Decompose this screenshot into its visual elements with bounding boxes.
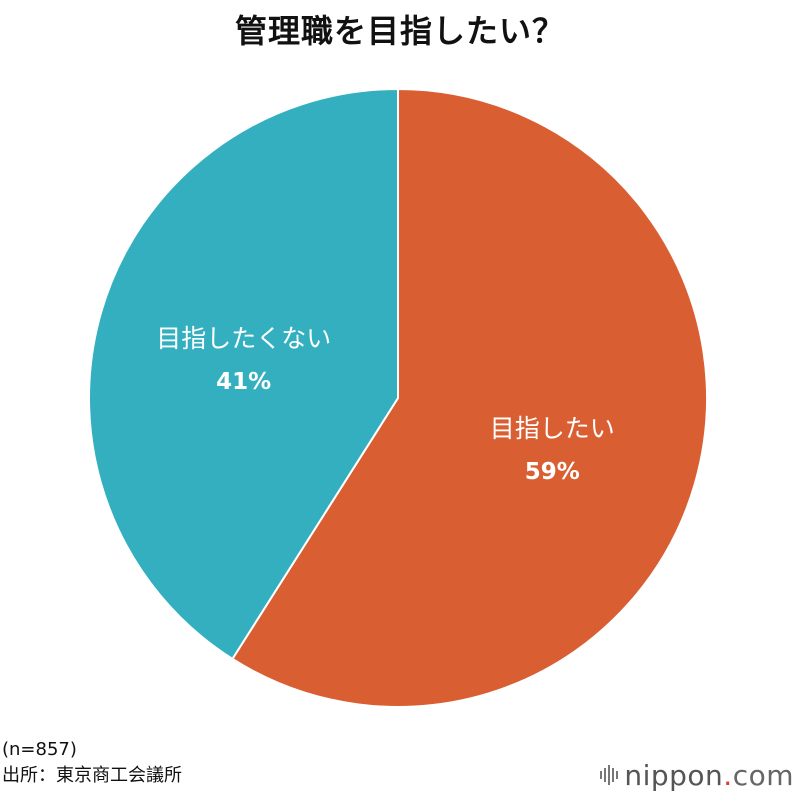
- chart-title: 管理職を目指したい？: [234, 12, 565, 50]
- brand-bars-icon: [600, 765, 619, 785]
- source-note: 出所：東京商工会議所: [2, 765, 182, 786]
- brand-name: nippon: [624, 758, 724, 792]
- brand-dot: .: [723, 758, 733, 792]
- pie-slice-2: [88, 87, 399, 661]
- chart-footer: (n=857) 出所：東京商工会議所: [2, 737, 182, 789]
- brand-tld: com: [732, 758, 794, 792]
- slice-name-label-2: 目指したくない: [156, 324, 331, 353]
- slice-percent-label-1: 59%: [525, 459, 580, 485]
- pie-slice-1: [231, 87, 708, 708]
- slice-percent-label-2: 41%: [216, 369, 271, 395]
- brand-logo: nippon.com: [600, 758, 794, 792]
- slice-name-label-1: 目指したい: [490, 414, 615, 443]
- sample-size-note: (n=857): [2, 739, 77, 760]
